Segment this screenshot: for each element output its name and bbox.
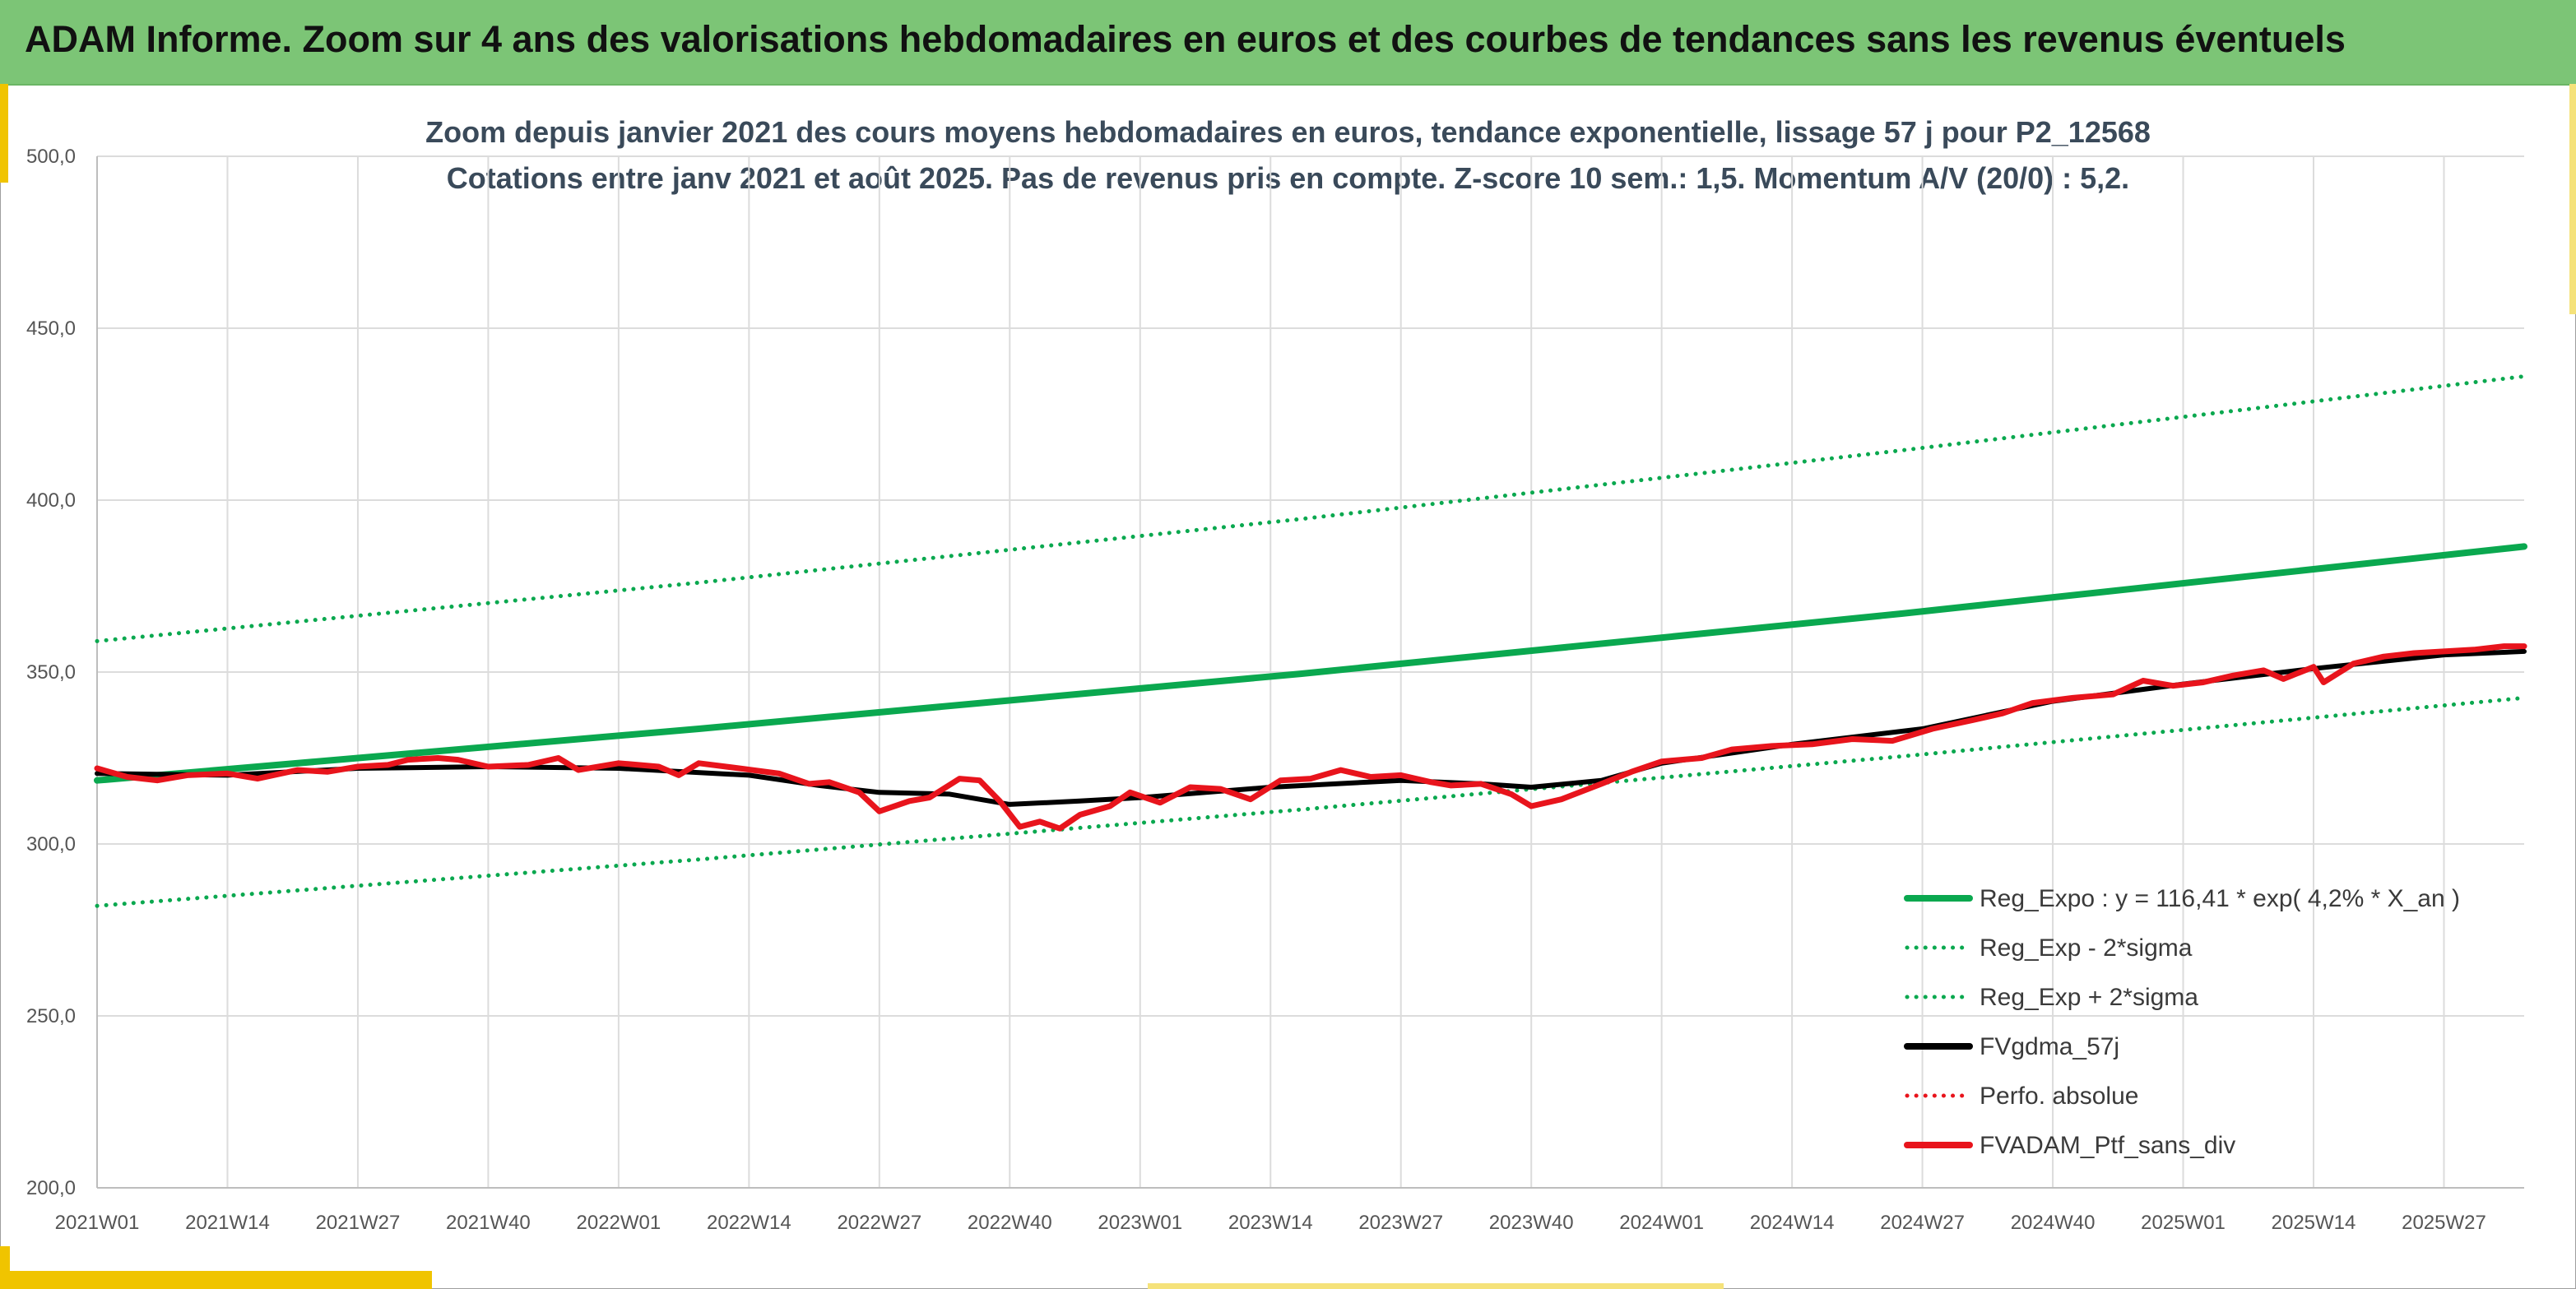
series-line-0	[94, 543, 2527, 784]
y-tick-label: 250,0	[26, 1005, 76, 1027]
accent-bar-bottom-left	[0, 1271, 432, 1289]
legend-label: Reg_Exp - 2*sigma	[1980, 934, 2193, 962]
y-tick-label: 500,0	[26, 146, 76, 168]
legend-label: Reg_Exp + 2*sigma	[1980, 984, 2198, 1011]
legend: Reg_Expo : y = 116,41 * exp( 4,2% * X_an…	[1904, 885, 2460, 1159]
x-tick-label: 2025W27	[2402, 1212, 2486, 1234]
y-axis-ticks: 200,0 250,0 300,0 350,0 400,0 450,0 500,0	[26, 146, 76, 1199]
y-tick-label: 350,0	[26, 661, 76, 684]
y-tick-label: 200,0	[26, 1177, 76, 1199]
accent-bar-top-left	[0, 84, 8, 183]
series-lines	[94, 374, 2527, 908]
x-tick-label: 2021W01	[55, 1212, 140, 1234]
x-tick-label: 2021W27	[316, 1212, 401, 1234]
banner-title: ADAM Informe. Zoom sur 4 ans des valoris…	[25, 18, 2346, 60]
x-tick-label: 2025W14	[2272, 1212, 2356, 1234]
chart-subtitle: Cotations entre janv 2021 et août 2025. …	[446, 161, 2130, 195]
y-tick-label: 300,0	[26, 833, 76, 855]
x-tick-label: 2021W14	[185, 1212, 270, 1234]
x-tick-label: 2023W01	[1098, 1212, 1182, 1234]
accent-bar-bottom-middle	[1148, 1283, 1724, 1289]
header-banner: ADAM Informe. Zoom sur 4 ans des valoris…	[0, 0, 2576, 86]
x-tick-label: 2024W40	[2011, 1212, 2096, 1234]
accent-bar-top-right	[2569, 84, 2576, 314]
legend-label: FVgdma_57j	[1980, 1033, 2119, 1060]
x-tick-label: 2024W27	[1880, 1212, 1965, 1234]
legend-label: Perfo. absolue	[1980, 1083, 2138, 1110]
x-axis-ticks: 2021W01 2021W14 2021W27 2021W40 2022W01 2022W…	[55, 1212, 2486, 1234]
x-tick-label: 2023W27	[1358, 1212, 1443, 1234]
x-tick-label: 2022W27	[837, 1212, 921, 1234]
x-tick-label: 2025W01	[2141, 1212, 2226, 1234]
x-tick-label: 2022W40	[968, 1212, 1052, 1234]
series-line-5	[94, 643, 2527, 832]
x-tick-label: 2024W01	[1619, 1212, 1704, 1234]
x-tick-label: 2021W40	[446, 1212, 531, 1234]
legend-label: Reg_Expo : y = 116,41 * exp( 4,2% * X_an…	[1980, 885, 2460, 912]
x-tick-label: 2022W14	[707, 1212, 791, 1234]
chart-title: Zoom depuis janvier 2021 des cours moyen…	[425, 115, 2151, 149]
x-tick-label: 2024W14	[1750, 1212, 1835, 1234]
x-tick-label: 2023W40	[1489, 1212, 1574, 1234]
series-line-2	[95, 374, 2527, 643]
y-tick-label: 400,0	[26, 489, 76, 512]
x-tick-label: 2022W01	[577, 1212, 661, 1234]
legend-label: FVADAM_Ptf_sans_div	[1980, 1132, 2235, 1159]
series-line-1	[95, 695, 2527, 908]
y-tick-label: 450,0	[26, 318, 76, 340]
x-tick-label: 2023W14	[1228, 1212, 1313, 1234]
